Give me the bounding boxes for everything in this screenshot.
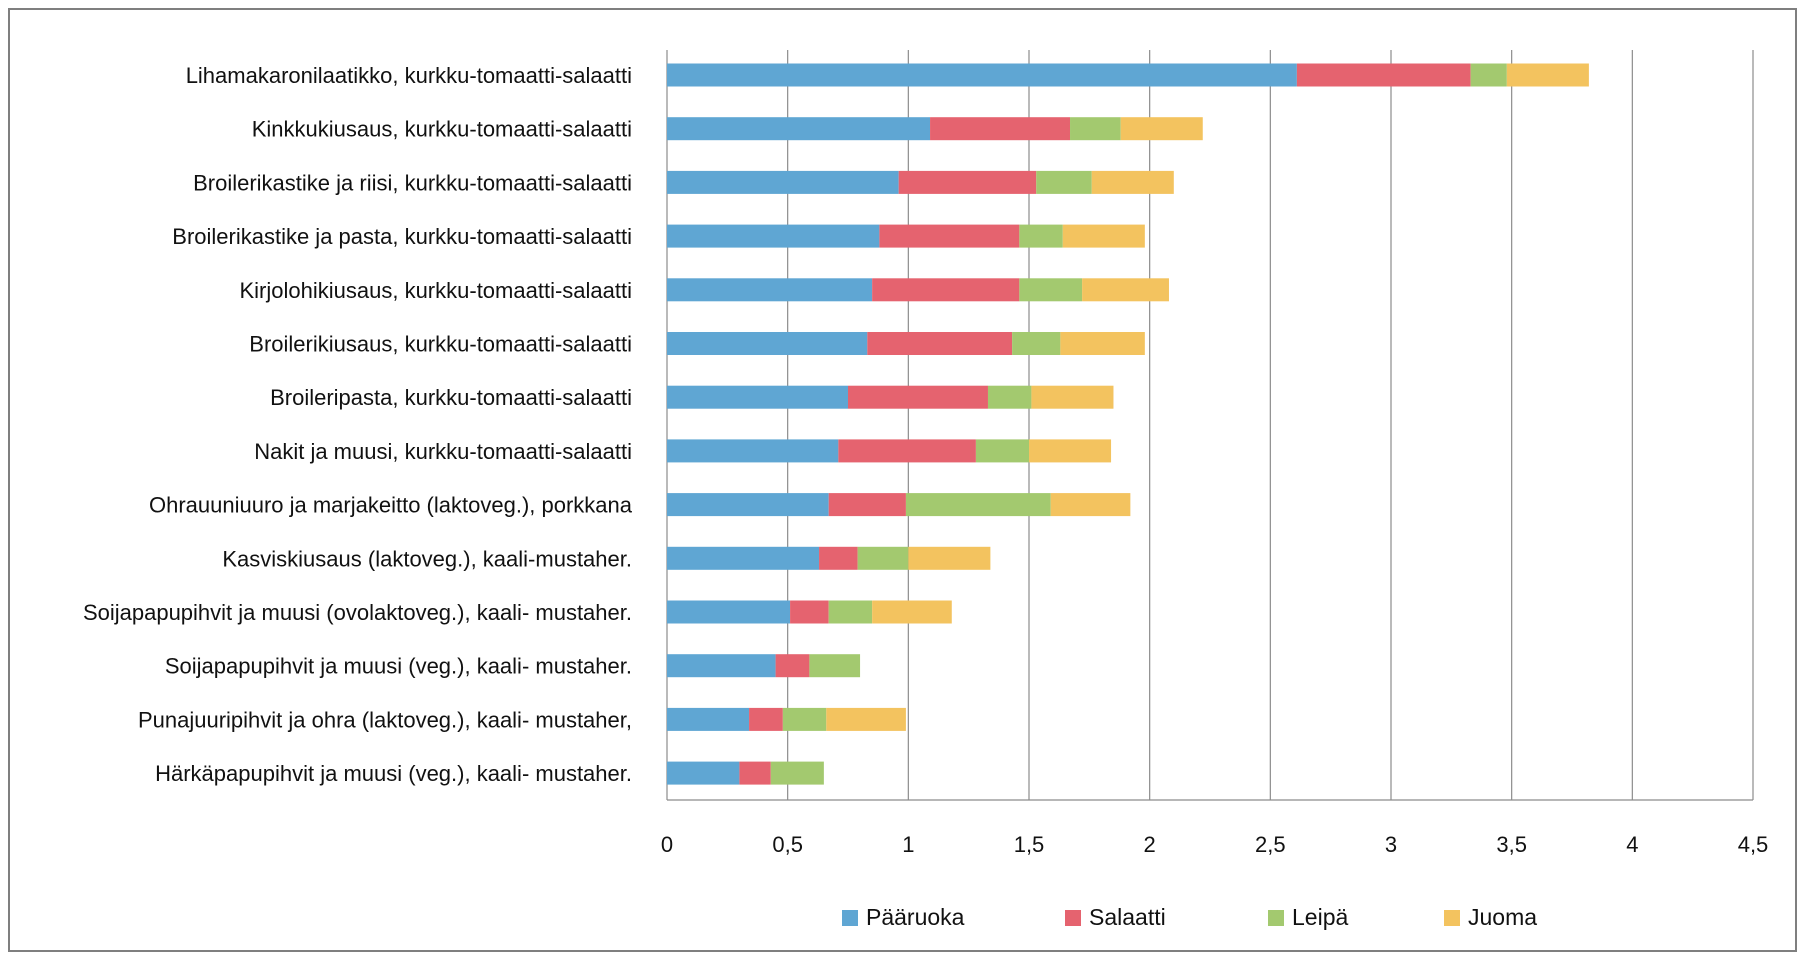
category-label: Nakit ja muusi, kurkku-tomaatti-salaatti bbox=[254, 439, 632, 464]
bar-segment-pääruoka bbox=[667, 439, 839, 463]
x-tick-label: 3,5 bbox=[1496, 832, 1527, 857]
category-label: Ohrauuniuuro ja marjakeitto (laktoveg.),… bbox=[149, 493, 633, 518]
category-label: Härkäpapupihvit ja muusi (veg.), kaali- … bbox=[155, 761, 632, 786]
bar-segment-juoma bbox=[1091, 170, 1174, 194]
category-label: Broileripasta, kurkku-tomaatti-salaatti bbox=[270, 385, 632, 410]
bar-segment-pääruoka bbox=[667, 493, 829, 517]
bar-segment-leipä bbox=[975, 439, 1029, 463]
bar-segment-salaatti bbox=[879, 224, 1020, 248]
bar-segment-salaatti bbox=[749, 707, 783, 731]
bar-segment-juoma bbox=[826, 707, 906, 731]
bar-segment-pääruoka bbox=[667, 332, 868, 355]
bar-segment-leipä bbox=[828, 600, 873, 624]
bar-segment-pääruoka bbox=[667, 224, 880, 248]
bar-segment-salaatti bbox=[819, 546, 858, 570]
bar-segment-salaatti bbox=[867, 332, 1013, 355]
category-label: Broilerikastike ja riisi, kurkku-tomaatt… bbox=[193, 170, 632, 195]
bar-segment-pääruoka bbox=[667, 707, 750, 731]
legend-swatch bbox=[1065, 910, 1081, 926]
bar-segment-pääruoka bbox=[667, 654, 776, 678]
x-tick-label: 3 bbox=[1385, 832, 1397, 857]
bar-segment-leipä bbox=[1019, 224, 1063, 248]
legend-swatch bbox=[1268, 910, 1284, 926]
bar-segment-salaatti bbox=[848, 385, 988, 409]
bar-segment-salaatti bbox=[1296, 63, 1471, 87]
legend-label: Leipä bbox=[1292, 904, 1348, 930]
category-label: Kinkkukiusaus, kurkku-tomaatti-salaatti bbox=[252, 117, 632, 142]
bar-segment-leipä bbox=[1470, 63, 1507, 87]
bar-segment-juoma bbox=[1029, 439, 1112, 463]
category-label: Kirjolohikiusaus, kurkku-tomaatti-salaat… bbox=[240, 278, 633, 303]
chart-frame bbox=[8, 8, 1797, 952]
bar-segment-pääruoka bbox=[667, 117, 931, 141]
category-label: Soijapapupihvit ja muusi (veg.), kaali- … bbox=[165, 654, 632, 679]
bar-segment-pääruoka bbox=[667, 385, 848, 409]
bar-segment-salaatti bbox=[775, 654, 810, 678]
legend-label: Salaatti bbox=[1089, 904, 1166, 930]
bar-segment-juoma bbox=[1120, 117, 1203, 141]
x-tick-label: 0 bbox=[661, 832, 673, 857]
bar-segment-pääruoka bbox=[667, 761, 740, 785]
legend-label: Juoma bbox=[1468, 904, 1537, 930]
bar-segment-leipä bbox=[809, 654, 861, 678]
bar-segment-leipä bbox=[1036, 170, 1092, 194]
x-tick-label: 1,5 bbox=[1014, 832, 1045, 857]
bar-segment-salaatti bbox=[828, 493, 906, 517]
bar-segment-salaatti bbox=[739, 761, 771, 785]
category-label: Lihamakaronilaatikko, kurkku-tomaatti-sa… bbox=[186, 63, 632, 88]
bar-segment-pääruoka bbox=[667, 170, 899, 194]
bar-segment-pääruoka bbox=[667, 546, 820, 570]
category-label: Kasviskiusaus (laktoveg.), kaali-mustahe… bbox=[222, 546, 632, 571]
category-label: Punajuuripihvit ja ohra (laktoveg.), kaa… bbox=[138, 707, 632, 732]
bar-segment-leipä bbox=[1012, 332, 1061, 355]
bar-segment-salaatti bbox=[898, 170, 1037, 194]
legend-label: Pääruoka bbox=[866, 904, 965, 930]
bar-segment-juoma bbox=[908, 546, 991, 570]
bar-segment-leipä bbox=[1019, 278, 1083, 302]
bar-segment-juoma bbox=[1082, 278, 1169, 302]
category-label: Broilerikiusaus, kurkku-tomaatti-salaatt… bbox=[249, 332, 632, 357]
bar-segment-pääruoka bbox=[667, 278, 873, 302]
category-label: Soijapapupihvit ja muusi (ovolaktoveg.),… bbox=[83, 600, 632, 625]
bar-segment-juoma bbox=[1050, 493, 1131, 517]
bar-segment-pääruoka bbox=[667, 600, 791, 624]
category-label: Broilerikastike ja pasta, kurkku-tomaatt… bbox=[172, 224, 632, 249]
bar-segment-salaatti bbox=[838, 439, 976, 463]
x-tick-label: 1 bbox=[902, 832, 914, 857]
bar-segment-leipä bbox=[782, 707, 827, 731]
bar-segment-salaatti bbox=[930, 117, 1071, 141]
bar-segment-leipä bbox=[857, 546, 909, 570]
bar-segment-juoma bbox=[872, 600, 952, 624]
x-tick-label: 4,5 bbox=[1738, 832, 1769, 857]
bar-segment-juoma bbox=[1031, 385, 1114, 409]
legend-swatch bbox=[1444, 910, 1460, 926]
x-tick-label: 2,5 bbox=[1255, 832, 1286, 857]
bar-segment-salaatti bbox=[790, 600, 829, 624]
bar-segment-leipä bbox=[770, 761, 824, 785]
bar-segment-leipä bbox=[905, 493, 1051, 517]
x-tick-label: 0,5 bbox=[772, 832, 803, 857]
bar-segment-salaatti bbox=[872, 278, 1020, 302]
x-tick-label: 2 bbox=[1144, 832, 1156, 857]
legend-swatch bbox=[842, 910, 858, 926]
bar-segment-leipä bbox=[1070, 117, 1121, 141]
bar-segment-juoma bbox=[1062, 224, 1145, 248]
bar-segment-juoma bbox=[1060, 332, 1145, 355]
x-tick-label: 4 bbox=[1626, 832, 1638, 857]
bar-segment-pääruoka bbox=[667, 63, 1297, 87]
bar-segment-leipä bbox=[987, 385, 1032, 409]
bar-segment-juoma bbox=[1506, 63, 1589, 87]
